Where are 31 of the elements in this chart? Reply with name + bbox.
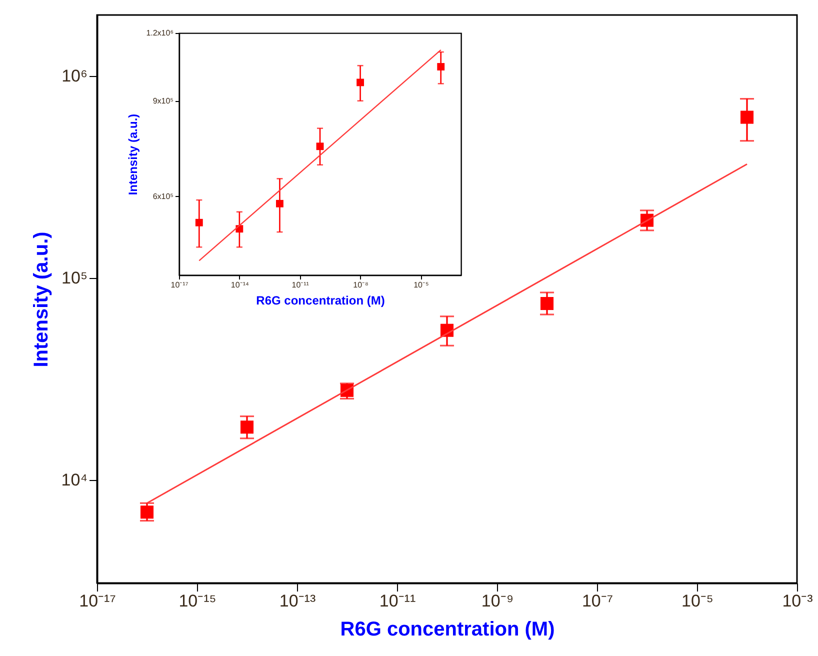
point: [316, 142, 324, 150]
y-tick-label: 10⁴: [61, 470, 88, 490]
point: [276, 200, 284, 208]
x-tick-label: 10⁻⁸: [353, 280, 368, 290]
x-tick-label: 10⁻⁹: [481, 592, 514, 610]
point: [740, 110, 754, 124]
x-tick-label: 10⁻³: [782, 592, 814, 610]
x-tick-label: 10⁻¹⁷: [170, 280, 188, 290]
y-tick-label: 1.2x10⁶: [146, 28, 174, 38]
x-tick-label: 10⁻¹¹: [292, 280, 310, 290]
point: [356, 78, 364, 86]
y-tick-label: 6x10⁵: [152, 192, 174, 201]
x-axis-title: R6G concentration (M): [340, 618, 555, 640]
x-tick-label: 10⁻⁷: [582, 592, 614, 610]
point: [195, 218, 203, 226]
y-axis-title: Intensity (a.u.): [30, 232, 52, 368]
x-tick-label: 10⁻⁵: [682, 592, 714, 610]
x-tick-label: 10⁻¹⁴: [230, 280, 250, 290]
y-tick-label: 10⁵: [62, 268, 88, 288]
y-axis-title: Intensity (a.u.): [126, 114, 140, 196]
point: [240, 420, 254, 434]
x-tick-label: 10⁻¹¹: [379, 592, 416, 610]
x-tick-label: 10⁻¹³: [279, 592, 316, 610]
x-tick-label: 10⁻⁵: [414, 280, 429, 290]
y-tick-label: 9x10⁵: [152, 96, 174, 106]
x-tick-label: 10⁻¹⁵: [178, 592, 216, 610]
x-axis-title: R6G concentration (M): [256, 294, 385, 308]
y-tick-label: 10⁶: [62, 66, 88, 86]
x-tick-label: 10⁻¹⁷: [79, 592, 116, 610]
point: [540, 296, 554, 310]
point: [140, 506, 154, 519]
